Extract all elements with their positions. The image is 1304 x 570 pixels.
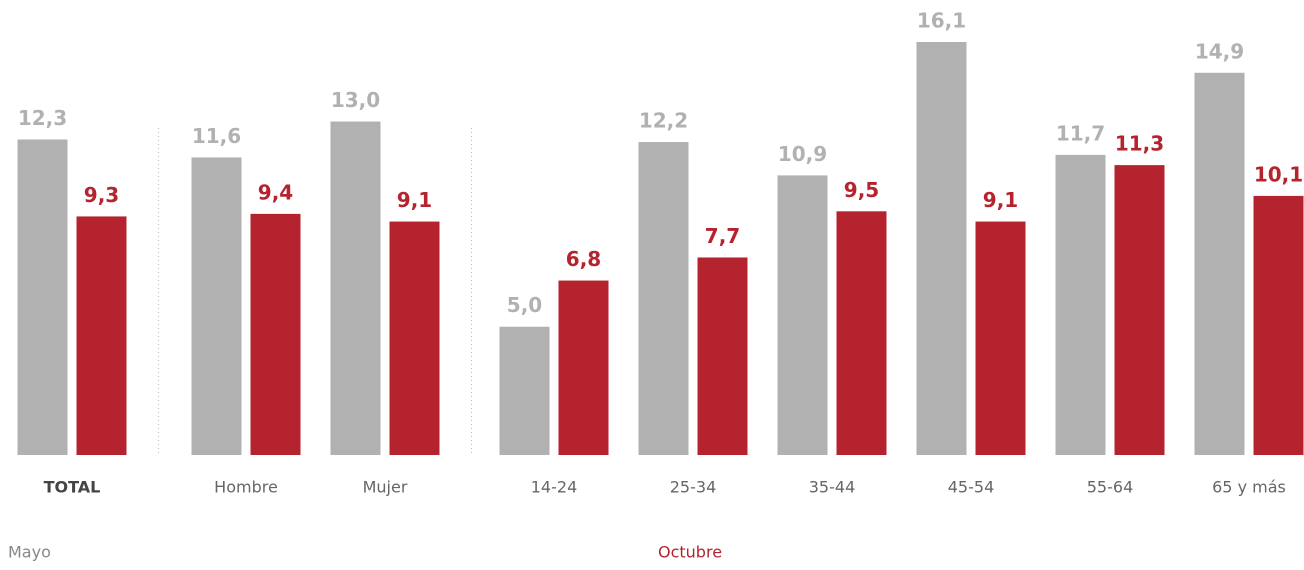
bar [250,213,301,455]
value-label: 13,0 [331,88,380,112]
value-label: 9,3 [84,183,119,207]
bar [916,42,967,455]
x-tick-label: 55-64 [1087,478,1134,497]
legend-label: Mayo [8,543,51,562]
x-tick-label: 65 y más [1212,478,1286,497]
value-label: 14,9 [1195,39,1244,63]
value-label: 16,1 [917,9,966,33]
value-label: 10,9 [778,142,827,166]
legend-label: Octubre [658,543,722,562]
value-label: 9,5 [844,178,879,202]
value-label: 11,6 [192,124,241,148]
bar [836,211,887,455]
x-tick-label: 45-54 [948,478,995,497]
bar [697,257,748,455]
bar [1055,154,1106,455]
bar [1194,72,1245,456]
value-label: 7,7 [705,224,740,248]
bar [191,157,242,455]
bar [777,175,828,456]
x-tick-label: 35-44 [809,478,856,497]
x-tick-label: 25-34 [670,478,717,497]
bar [975,221,1026,455]
value-label: 10,1 [1254,162,1303,186]
bar [558,280,609,455]
value-label: 11,3 [1115,132,1164,156]
value-label: 9,4 [258,180,293,204]
bar [17,139,68,455]
x-tick-label: Hombre [214,478,278,497]
bar [76,216,127,455]
x-tick-label: TOTAL [44,478,101,497]
value-label: 6,8 [566,247,601,271]
bar [1253,195,1304,456]
bar [330,121,381,456]
bar [499,326,550,455]
value-label: 5,0 [507,293,542,317]
value-label: 12,2 [639,109,688,133]
bar [1114,165,1165,455]
x-tick-label: 14-24 [531,478,578,497]
value-label: 9,1 [397,188,432,212]
value-label: 11,7 [1056,121,1105,145]
x-tick-label: Mujer [363,478,408,497]
bar [389,221,440,455]
bar [638,142,689,456]
value-label: 9,1 [983,188,1018,212]
value-label: 12,3 [18,106,67,130]
